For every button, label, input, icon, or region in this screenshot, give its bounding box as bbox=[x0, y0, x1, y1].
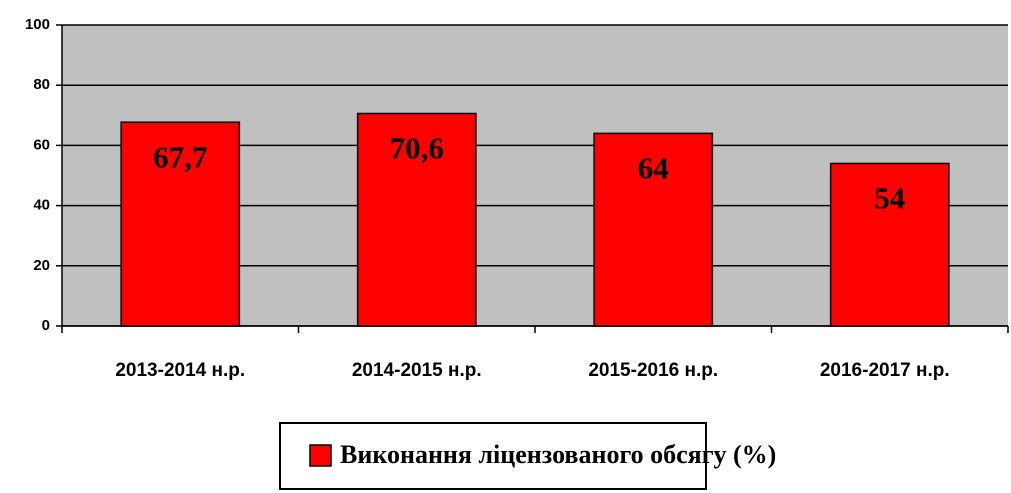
bar bbox=[356, 112, 477, 327]
y-tick-label: 0 bbox=[42, 317, 50, 334]
y-tick-label: 60 bbox=[33, 136, 50, 153]
bar bbox=[593, 132, 714, 327]
y-tick-label: 80 bbox=[33, 76, 50, 93]
x-tick-label: 2013-2014 н.р. bbox=[115, 360, 245, 381]
value-label: 67,7 bbox=[153, 139, 207, 174]
legend-label: Виконання ліцензованого обсягу (%) bbox=[340, 440, 776, 469]
y-tick-label: 100 bbox=[25, 16, 50, 33]
x-tick-label: 2016-2017 н.р. bbox=[820, 360, 950, 381]
bar bbox=[120, 121, 241, 327]
y-tick-label: 40 bbox=[33, 197, 50, 214]
y-tick-label: 20 bbox=[33, 257, 50, 274]
value-label: 54 bbox=[874, 181, 905, 216]
legend-box bbox=[279, 422, 707, 490]
value-label: 64 bbox=[638, 150, 669, 185]
bar bbox=[829, 162, 950, 327]
value-label: 70,6 bbox=[390, 131, 444, 166]
x-tick-label: 2015-2016 н.р. bbox=[588, 360, 718, 381]
x-tick-label: 2014-2015 н.р. bbox=[352, 360, 482, 381]
legend-swatch bbox=[309, 444, 332, 467]
